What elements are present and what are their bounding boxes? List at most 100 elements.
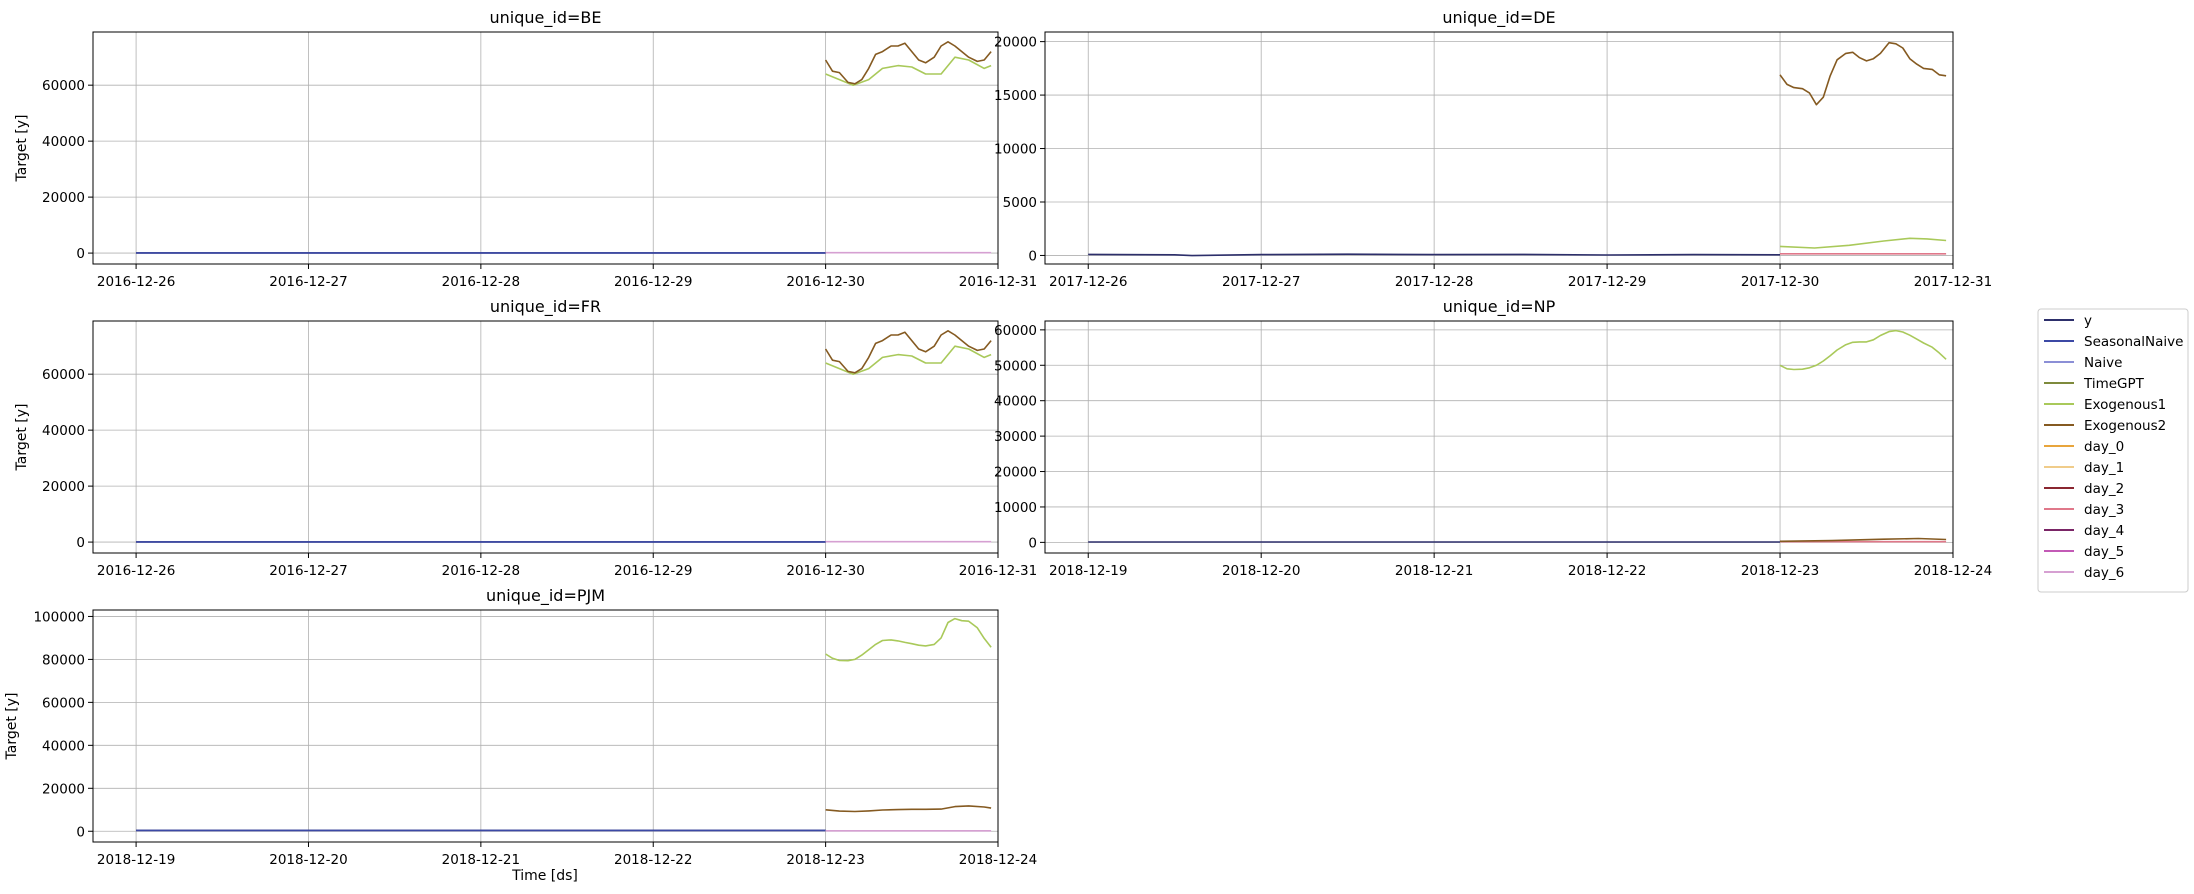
y-tick-label: 5000 (1003, 195, 1037, 211)
legend-entry-exogenous1: Exogenous1 (2044, 397, 2166, 413)
x-tick-label: 2016-12-26 (97, 274, 175, 290)
x-tick-label: 2018-12-21 (442, 852, 520, 868)
subplot-unique-id-pjm: 2018-12-19 2018-12-20 2018-12-21 2018-12-22… (4, 586, 1037, 868)
subplot-title: unique_id=BE (490, 8, 602, 28)
x-tick-label: 2016-12-27 (269, 563, 347, 579)
x-tick-label: 2017-12-26 (1049, 274, 1127, 290)
y-tick-label: 60000 (42, 78, 85, 94)
subplot-title: unique_id=FR (490, 297, 601, 317)
axes-frame (92, 31, 999, 265)
y-tick-label: 60000 (994, 323, 1037, 339)
x-tick-label: 2018-12-20 (1222, 563, 1300, 579)
x-tick-label: 2018-12-19 (1049, 563, 1127, 579)
legend-entry-y: y (2044, 313, 2092, 329)
legend-label: day_4 (2084, 523, 2124, 539)
y-tick-label: 40000 (42, 134, 85, 150)
legend-entry-day-2: day_2 (2044, 481, 2124, 497)
y-tick-label: 20000 (42, 479, 85, 495)
x-tick-label: 2016-12-30 (786, 563, 864, 579)
series-line-exogenous2 (1779, 537, 1947, 543)
x-tick-label: 2016-12-26 (97, 563, 175, 579)
y-tick-label: 0 (1028, 535, 1037, 551)
x-tick-label: 2016-12-27 (269, 274, 347, 290)
y-tick-label: 0 (76, 824, 85, 840)
axes-frame (92, 609, 999, 843)
subplot-title: unique_id=DE (1442, 8, 1555, 28)
x-tick-label: 2017-12-29 (1568, 274, 1646, 290)
series-line-exogenous1 (825, 56, 992, 86)
legend-label: day_6 (2084, 565, 2124, 581)
legend-label: day_3 (2084, 502, 2124, 518)
y-tick-label: 60000 (42, 367, 85, 383)
series-line-y (1088, 253, 1781, 257)
legend-entry-day-1: day_1 (2044, 460, 2124, 476)
legend-label: Naive (2084, 355, 2122, 371)
x-tick-label: 2018-12-23 (1741, 563, 1819, 579)
x-tick-label: 2017-12-30 (1741, 274, 1819, 290)
x-tick-label: 2016-12-28 (442, 563, 520, 579)
legend: y SeasonalNaive Naive TimeGPT Exogenous1 Exog… (2037, 308, 2189, 593)
x-tick-label: 2016-12-28 (442, 274, 520, 290)
subplot-unique-id-fr: 2016-12-26 2016-12-27 2016-12-28 2016-12-29… (14, 297, 1037, 579)
y-tick-label: 0 (1028, 248, 1037, 264)
y-tick-label: 0 (76, 535, 85, 551)
x-tick-label: 2018-12-19 (97, 852, 175, 868)
series-line-exogenous2 (825, 805, 992, 813)
series-line-exogenous1 (1779, 237, 1947, 249)
x-tick-label: 2018-12-21 (1395, 563, 1473, 579)
x-tick-label: 2018-12-22 (1568, 563, 1646, 579)
legend-entry-day-5: day_5 (2044, 544, 2124, 560)
x-tick-label: 2018-12-24 (1914, 563, 1992, 579)
axes-frame (1044, 31, 1954, 265)
subplot-unique-id-be: 2016-12-26 2016-12-27 2016-12-28 2016-12-29… (14, 8, 1037, 290)
x-tick-label: 2017-12-27 (1222, 274, 1300, 290)
y-tick-label: 40000 (994, 394, 1037, 410)
x-tick-label: 2016-12-31 (959, 274, 1037, 290)
legend-label: day_2 (2084, 481, 2124, 497)
figure-xlabel: Time [ds] (511, 868, 578, 884)
axes-frame (92, 320, 999, 554)
x-tick-label: 2018-12-23 (786, 852, 864, 868)
series-line-exogenous2 (824, 329, 992, 374)
subplot-title: unique_id=PJM (486, 586, 605, 606)
y-tick-label: 80000 (42, 652, 85, 668)
x-tick-label: 2018-12-22 (614, 852, 692, 868)
x-tick-label: 2016-12-29 (614, 563, 692, 579)
legend-entry-day-6: day_6 (2044, 565, 2124, 581)
axes-frame (1044, 320, 1954, 554)
y-tick-label: 40000 (42, 423, 85, 439)
legend-label: TimeGPT (2083, 376, 2145, 392)
legend-entry-day-3: day_3 (2044, 502, 2124, 518)
legend-entry-naive: Naive (2044, 355, 2122, 371)
series-line-exogenous2 (824, 40, 992, 85)
y-tick-label: 15000 (994, 88, 1037, 104)
legend-entry-timegpt: TimeGPT (2044, 376, 2145, 392)
y-axis-label: Target [y] (4, 693, 20, 761)
legend-label: day_1 (2084, 460, 2124, 476)
legend-label: SeasonalNaive (2084, 334, 2183, 350)
x-tick-label: 2018-12-20 (269, 852, 347, 868)
series-line-exogenous1 (825, 617, 992, 662)
x-tick-label: 2018-12-24 (959, 852, 1037, 868)
y-tick-label: 20000 (42, 190, 85, 206)
y-tick-label: 40000 (42, 738, 85, 754)
legend-entry-exogenous2: Exogenous2 (2044, 418, 2166, 434)
legend-entry-day-0: day_0 (2044, 439, 2124, 455)
subplot-unique-id-np: 2018-12-19 2018-12-20 2018-12-21 2018-12-22… (994, 297, 1992, 579)
y-axis-label: Target [y] (14, 115, 30, 183)
subplot-title: unique_id=NP (1443, 297, 1556, 317)
legend-label: Exogenous2 (2084, 418, 2166, 434)
y-tick-label: 20000 (42, 781, 85, 797)
legend-entry-day-4: day_4 (2044, 523, 2124, 539)
legend-label: day_0 (2084, 439, 2124, 455)
y-tick-label: 10000 (994, 500, 1037, 516)
legend-label: Exogenous1 (2084, 397, 2166, 413)
x-tick-label: 2016-12-31 (959, 563, 1037, 579)
x-tick-label: 2016-12-30 (786, 274, 864, 290)
legend-label: day_5 (2084, 544, 2124, 560)
series-line-exogenous2 (1779, 41, 1947, 106)
y-tick-label: 100000 (33, 609, 85, 625)
y-tick-label: 50000 (994, 358, 1037, 374)
y-tick-label: 20000 (994, 35, 1037, 51)
